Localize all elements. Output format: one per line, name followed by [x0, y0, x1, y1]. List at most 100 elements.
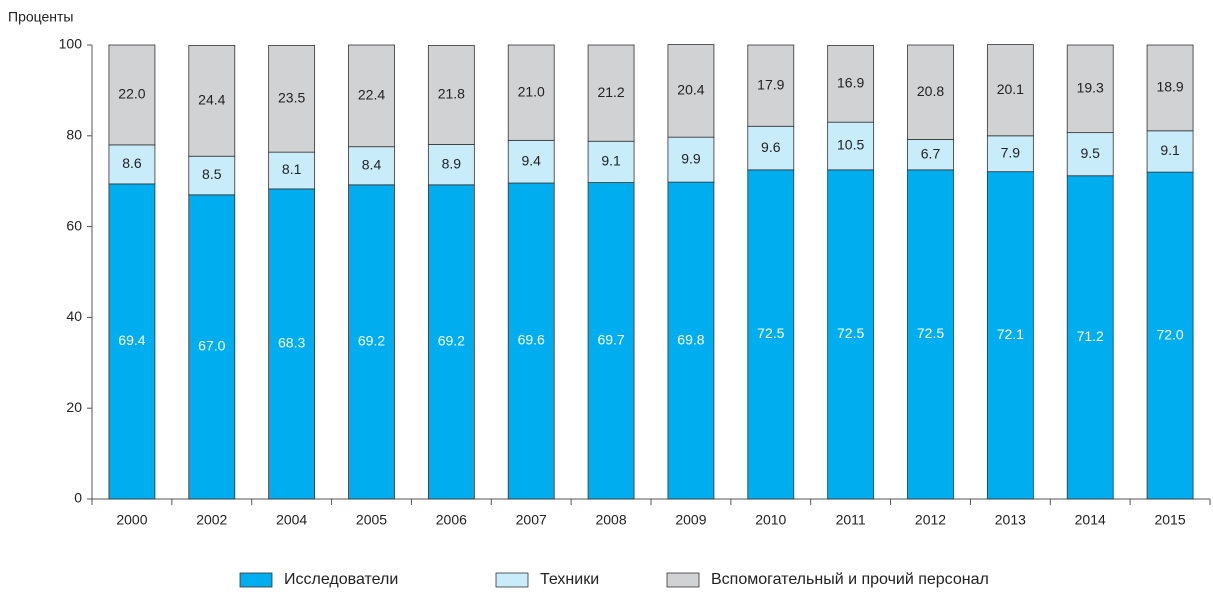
bar-segment: [747, 44, 795, 127]
bar-segment: [507, 139, 555, 184]
bar-segment: [986, 171, 1034, 500]
y-tick-label: 100: [59, 36, 83, 52]
data-label: 72.5: [757, 325, 784, 341]
data-label: 22.4: [358, 87, 385, 103]
x-tick-label: 2007: [516, 512, 547, 528]
data-label: 9.5: [1080, 145, 1100, 161]
data-label: 23.5: [278, 90, 305, 106]
data-label: 7.9: [1001, 144, 1021, 160]
x-tick-label: 2014: [1075, 512, 1106, 528]
data-label: 69.8: [677, 331, 704, 347]
bar-segment: [587, 182, 635, 500]
data-label: 8.6: [122, 155, 142, 171]
bar-segment: [427, 184, 475, 500]
bar-segment: [827, 121, 875, 171]
y-tick-label: 40: [66, 308, 82, 324]
data-label: 22.0: [118, 86, 145, 102]
bar-segment: [1066, 44, 1114, 134]
data-label: 69.7: [597, 331, 624, 347]
bar-segment: [108, 144, 156, 185]
bar-segment: [907, 44, 954, 140]
data-label: 72.0: [1156, 326, 1183, 342]
x-tick-label: 2015: [1154, 512, 1185, 528]
data-label: 18.9: [1156, 79, 1183, 95]
bar-segment: [108, 183, 156, 500]
bar-segment: [1066, 175, 1114, 500]
x-tick-label: 2006: [436, 512, 467, 528]
bar-segment: [827, 169, 875, 500]
bar-segment: [268, 151, 316, 190]
data-label: 69.4: [118, 332, 145, 348]
data-label: 20.1: [997, 81, 1024, 97]
bar-segment: [907, 169, 954, 500]
bar-segment: [427, 144, 475, 186]
data-label: 8.1: [282, 161, 302, 177]
y-tick-label: 0: [74, 490, 82, 506]
bar-segment: [1146, 130, 1194, 173]
bar-segment: [747, 169, 795, 500]
bar-segment: [747, 125, 795, 171]
bar-segment: [1066, 132, 1114, 177]
data-label: 8.9: [442, 155, 462, 171]
x-tick-label: 2002: [196, 512, 227, 528]
x-tick-label: 2000: [116, 512, 147, 528]
data-label: 20.4: [677, 82, 704, 98]
bar-segment: [587, 44, 635, 142]
data-label: 6.7: [921, 145, 941, 161]
bar-segment: [188, 155, 236, 196]
data-label: 9.9: [681, 150, 701, 166]
data-label: 9.1: [601, 153, 621, 169]
x-tick-label: 2011: [836, 512, 866, 528]
bar-segment: [188, 45, 236, 157]
x-tick-label: 2012: [915, 512, 946, 528]
bar-segment: [986, 44, 1034, 137]
x-tick-label: 2004: [276, 512, 307, 528]
data-label: 16.9: [837, 75, 864, 91]
legend-label: Вспомогательный и прочий персонал: [711, 571, 989, 588]
bar-segment: [188, 194, 236, 500]
data-label: 21.8: [438, 86, 465, 102]
bar-segment: [1146, 44, 1194, 132]
data-label: 69.2: [438, 333, 465, 349]
data-label: 9.4: [521, 152, 541, 168]
bar-segment: [427, 45, 475, 145]
legend-swatch: [239, 572, 273, 588]
bar-segment: [348, 44, 395, 148]
data-label: 72.5: [917, 325, 944, 341]
data-label: 8.5: [202, 166, 222, 182]
legend-swatch: [666, 572, 700, 588]
data-label: 10.5: [837, 137, 864, 153]
data-label: 8.4: [362, 156, 382, 172]
y-tick-label: 20: [66, 399, 82, 415]
bar-segment: [667, 136, 715, 183]
bar-segment: [348, 184, 395, 500]
bar-segment: [667, 44, 715, 138]
legend-label: Исследователи: [284, 571, 398, 588]
data-label: 9.1: [1160, 142, 1180, 158]
x-tick-label: 2008: [595, 512, 626, 528]
data-label: 21.0: [518, 83, 545, 99]
data-label: 67.0: [198, 338, 225, 354]
bar-segment: [108, 44, 156, 146]
x-tick-label: 2009: [675, 512, 706, 528]
bar-segment: [268, 45, 316, 153]
legend-label: Техники: [540, 571, 599, 588]
data-label: 24.4: [198, 92, 225, 108]
y-tick-label: 80: [66, 127, 82, 143]
bar-segment: [667, 181, 715, 500]
bar-segment: [507, 182, 555, 500]
bar-segment: [907, 139, 954, 171]
y-axis-label: Проценты: [8, 9, 74, 25]
bar-segment: [827, 45, 875, 123]
data-label: 9.6: [761, 139, 781, 155]
x-tick-label: 2010: [755, 512, 786, 528]
bar-segment: [507, 44, 555, 141]
y-tick-label: 60: [66, 217, 82, 233]
bar-segment: [587, 140, 635, 183]
data-label: 69.6: [518, 332, 545, 348]
data-label: 72.5: [837, 325, 864, 341]
data-label: 17.9: [757, 76, 784, 92]
data-label: 69.2: [358, 333, 385, 349]
data-label: 21.2: [597, 84, 624, 100]
